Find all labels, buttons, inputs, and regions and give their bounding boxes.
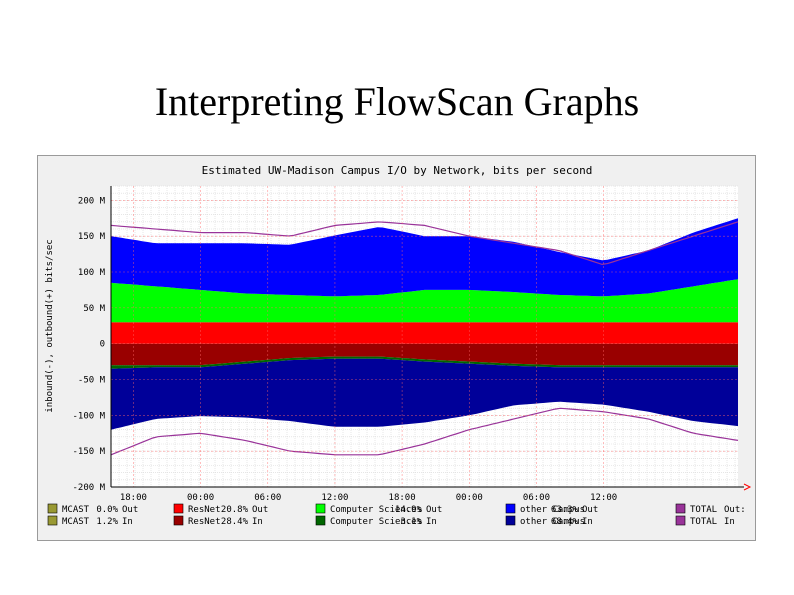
legend-label: ResNet <box>188 505 221 515</box>
flowscan-graph: Estimated UW-Madison Campus I/O by Netwo… <box>37 155 756 541</box>
x-tick-label: 12:00 <box>590 493 617 503</box>
y-tick-label: -200 M <box>72 483 105 493</box>
legend-swatch <box>315 503 326 514</box>
legend-direction: Out <box>122 505 138 515</box>
y-axis-label: inbound(-), outbound(+) bits/sec <box>45 239 55 412</box>
legend-swatch <box>47 515 58 526</box>
legend-swatch <box>315 515 326 526</box>
legend-direction: Out: <box>724 505 746 515</box>
legend-label: Computer Sciences <box>330 505 422 515</box>
x-tick-label: 18:00 <box>389 493 416 503</box>
legend-label: other Campus <box>520 517 585 527</box>
x-tick-label: 12:00 <box>321 493 348 503</box>
legend-swatch <box>675 515 686 526</box>
legend-percent: 68.4% <box>551 517 579 527</box>
y-tick-label: -150 M <box>72 447 105 457</box>
total-out-line <box>110 221 739 266</box>
legend-percent: 0.0% <box>96 505 118 515</box>
x-axis-arrow <box>743 483 752 491</box>
legend-label: MCAST <box>62 505 90 515</box>
legend-direction: In <box>252 517 263 527</box>
legend-percent: 1.2% <box>96 517 118 527</box>
legend-label: TOTAL <box>690 505 717 515</box>
legend-direction: Out <box>252 505 268 515</box>
legend-label: MCAST <box>62 517 90 527</box>
legend-percent: 63.3% <box>551 505 579 515</box>
x-tick-label: 00:00 <box>187 493 214 503</box>
legend-label: TOTAL <box>690 517 717 527</box>
legend-direction: In <box>724 517 735 527</box>
series-computer-sciences-in <box>111 356 738 369</box>
y-tick-label: 200 M <box>78 196 106 206</box>
legend-percent: 20.8% <box>221 505 249 515</box>
series-other-campus-out <box>111 218 738 297</box>
legend-direction: In <box>122 517 133 527</box>
legend-label: other Campus <box>520 505 585 515</box>
legend-direction: Out <box>582 505 598 515</box>
legend-swatch <box>505 515 516 526</box>
legend-percent: 14.9% <box>395 505 423 515</box>
legend-direction: In <box>426 517 437 527</box>
total-in-line <box>110 407 739 456</box>
legend-percent: 3.1% <box>400 517 422 527</box>
y-tick-label: 150 M <box>78 232 106 242</box>
x-tick-label: 00:00 <box>456 493 483 503</box>
chart-title: Estimated UW-Madison Campus I/O by Netwo… <box>202 164 593 177</box>
series-resnet-in <box>111 343 738 366</box>
y-tick-label: -100 M <box>72 411 105 421</box>
y-tick-label: 50 M <box>83 304 105 314</box>
slide-title: Interpreting FlowScan Graphs <box>154 79 640 124</box>
plot-area: 200 M 150 M 100 M 50 M 0 -50 M -100 M -150 M -20… <box>72 185 752 503</box>
series-resnet-out <box>111 322 738 344</box>
x-tick-label: 18:00 <box>120 493 147 503</box>
legend-swatch <box>675 503 686 514</box>
legend-percent: 28.4% <box>221 517 249 527</box>
legend-swatch <box>505 503 516 514</box>
legend-label: Computer Sciences <box>330 517 422 527</box>
legend-label: ResNet <box>188 517 221 527</box>
x-tick-label: 06:00 <box>523 493 550 503</box>
y-tick-label: 100 M <box>78 268 106 278</box>
legend-direction: In <box>582 517 593 527</box>
legend-swatch <box>173 515 184 526</box>
y-tick-label: -50 M <box>78 376 106 386</box>
legend-swatch <box>47 503 58 514</box>
legend-direction: Out <box>426 505 442 515</box>
legend-swatch <box>173 503 184 514</box>
y-tick-label: 0 <box>100 340 105 350</box>
chart-svg: Estimated UW-Madison Campus I/O by Netwo… <box>45 164 752 527</box>
x-tick-label: 06:00 <box>254 493 281 503</box>
